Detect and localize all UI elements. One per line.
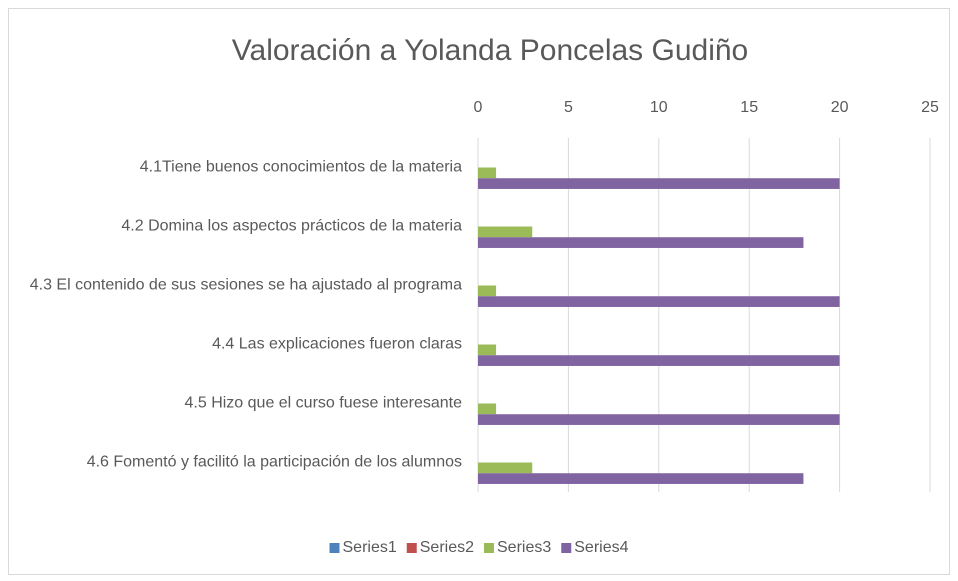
bar: [478, 355, 840, 366]
legend-item: Series2: [406, 539, 474, 556]
y-tick-label: 4.5 Hizo que el curso fuese interesante: [185, 395, 463, 412]
bar: [478, 462, 533, 474]
bar: [478, 344, 497, 356]
bar: [478, 473, 804, 484]
y-tick-label: 4.6 Fomentó y facilitó la participación …: [87, 454, 462, 471]
legend-label: Series1: [343, 539, 397, 556]
x-tick-label: 0: [474, 99, 483, 116]
legend-item: Series3: [484, 539, 551, 556]
bar: [478, 296, 840, 307]
legend-swatch: [561, 543, 572, 553]
x-tick-label: 20: [831, 99, 849, 116]
chart-title: Valoración a Yolanda Poncelas Gudiño: [232, 34, 749, 67]
bar: [478, 403, 497, 415]
legend-item: Series1: [329, 539, 397, 556]
legend-swatch: [329, 543, 340, 553]
bar: [478, 178, 840, 189]
bar: [478, 414, 840, 425]
bar: [478, 285, 497, 297]
y-tick-label: 4.1Tiene buenos conocimientos de la mate…: [140, 159, 462, 176]
x-tick-label: 10: [650, 99, 668, 116]
y-tick-label: 4.2 Domina los aspectos prácticos de la …: [121, 218, 462, 235]
legend-swatch: [484, 543, 494, 553]
bar: [478, 226, 533, 238]
legend-label: Series4: [574, 539, 628, 556]
legend-label: Series3: [497, 539, 551, 556]
legend-label: Series2: [420, 539, 474, 556]
x-tick-label: 5: [564, 99, 573, 116]
x-tick-label: 25: [921, 99, 939, 116]
bar: [478, 167, 497, 179]
legend-swatch: [406, 543, 417, 553]
legend-item: Series4: [561, 539, 629, 556]
bar: [478, 237, 804, 248]
x-tick-label: 15: [740, 99, 758, 116]
y-tick-label: 4.4 Las explicaciones fueron claras: [212, 336, 462, 353]
y-tick-label: 4.3 El contenido de sus sesiones se ha a…: [30, 277, 462, 294]
